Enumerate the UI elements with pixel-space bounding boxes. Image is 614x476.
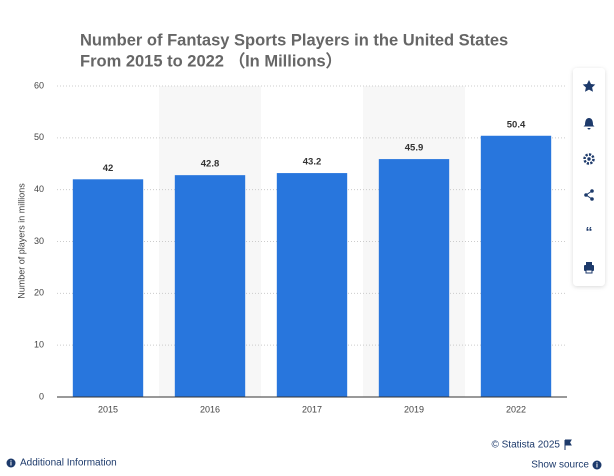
plot: 0 10 20 30 40 50 60 2015 42 2016 42.8 2017 43.2 2019 4… bbox=[34, 80, 567, 414]
x-tick-label: 2022 bbox=[506, 404, 526, 414]
y-tick-label: 10 bbox=[34, 340, 44, 350]
show-source-link[interactable]: Show source i bbox=[531, 460, 602, 471]
y-tick-label: 60 bbox=[34, 80, 44, 90]
x-tick-label: 2019 bbox=[404, 404, 424, 414]
bar bbox=[276, 173, 348, 397]
show-source[interactable]: Show source bbox=[531, 460, 589, 471]
y-tick-label: 50 bbox=[34, 132, 44, 142]
x-tick-label: 2015 bbox=[98, 404, 118, 414]
flag-icon bbox=[564, 439, 572, 450]
chart-title: From 2015 to 2022 （In Millions） bbox=[80, 50, 342, 70]
settings-button[interactable] bbox=[583, 153, 595, 165]
additional-info-link[interactable]: i Additional Information bbox=[6, 458, 117, 469]
share-button[interactable] bbox=[584, 189, 594, 201]
bar bbox=[72, 179, 144, 397]
bar bbox=[378, 159, 450, 397]
additional-info[interactable]: Additional Information bbox=[20, 458, 117, 469]
print-button[interactable] bbox=[584, 262, 594, 274]
notify-button[interactable] bbox=[583, 118, 595, 130]
y-tick-label: 40 bbox=[34, 184, 44, 194]
svg-text:i: i bbox=[596, 462, 598, 469]
x-tick-label: 2017 bbox=[302, 404, 322, 414]
svg-text:i: i bbox=[10, 460, 12, 467]
value-label: 50.4 bbox=[507, 119, 526, 130]
sidebar-panel bbox=[573, 68, 605, 286]
cite-button[interactable]: “ bbox=[586, 224, 593, 240]
sidebar: “ bbox=[573, 68, 605, 286]
value-label: 43.2 bbox=[303, 157, 322, 168]
value-label: 42 bbox=[103, 163, 114, 174]
value-label: 42.8 bbox=[201, 159, 220, 170]
x-tick-label: 2016 bbox=[200, 404, 220, 414]
favorite-button[interactable] bbox=[582, 80, 596, 92]
bar bbox=[480, 135, 552, 397]
chart-title: Number of Fantasy Sports Players in the … bbox=[80, 31, 508, 49]
y-tick-label: 20 bbox=[34, 288, 44, 298]
y-axis-label: Number of players in millions bbox=[16, 183, 26, 299]
copyright: © Statista 2025 bbox=[491, 440, 560, 451]
y-tick-label: 0 bbox=[39, 391, 44, 401]
svg-text:“: “ bbox=[586, 224, 593, 240]
bar bbox=[174, 175, 246, 397]
value-label: 45.9 bbox=[405, 143, 424, 154]
y-tick-label: 30 bbox=[34, 236, 44, 246]
